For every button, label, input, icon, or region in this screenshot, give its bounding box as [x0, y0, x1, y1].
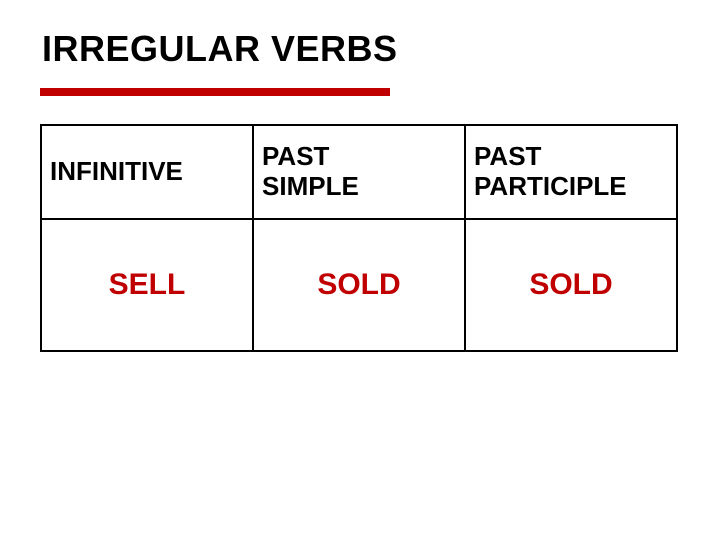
col-infinitive: INFINITIVE: [41, 125, 253, 219]
table-body: SELL SOLD SOLD: [41, 219, 677, 351]
col-past-simple: PASTSIMPLE: [253, 125, 465, 219]
cell-past-participle: SOLD: [465, 219, 677, 351]
verbs-table: INFINITIVE PASTSIMPLE PASTPARTICIPLE SEL…: [40, 124, 678, 352]
table-header: INFINITIVE PASTSIMPLE PASTPARTICIPLE: [41, 125, 677, 219]
table-row: SELL SOLD SOLD: [41, 219, 677, 351]
cell-infinitive: SELL: [41, 219, 253, 351]
page-title: IRREGULAR VERBS: [42, 28, 682, 70]
cell-past-simple: SOLD: [253, 219, 465, 351]
col-past-participle: PASTPARTICIPLE: [465, 125, 677, 219]
slide: IRREGULAR VERBS INFINITIVE PASTSIMPLE PA…: [0, 0, 720, 540]
title-underline: [40, 88, 390, 96]
table-header-row: INFINITIVE PASTSIMPLE PASTPARTICIPLE: [41, 125, 677, 219]
